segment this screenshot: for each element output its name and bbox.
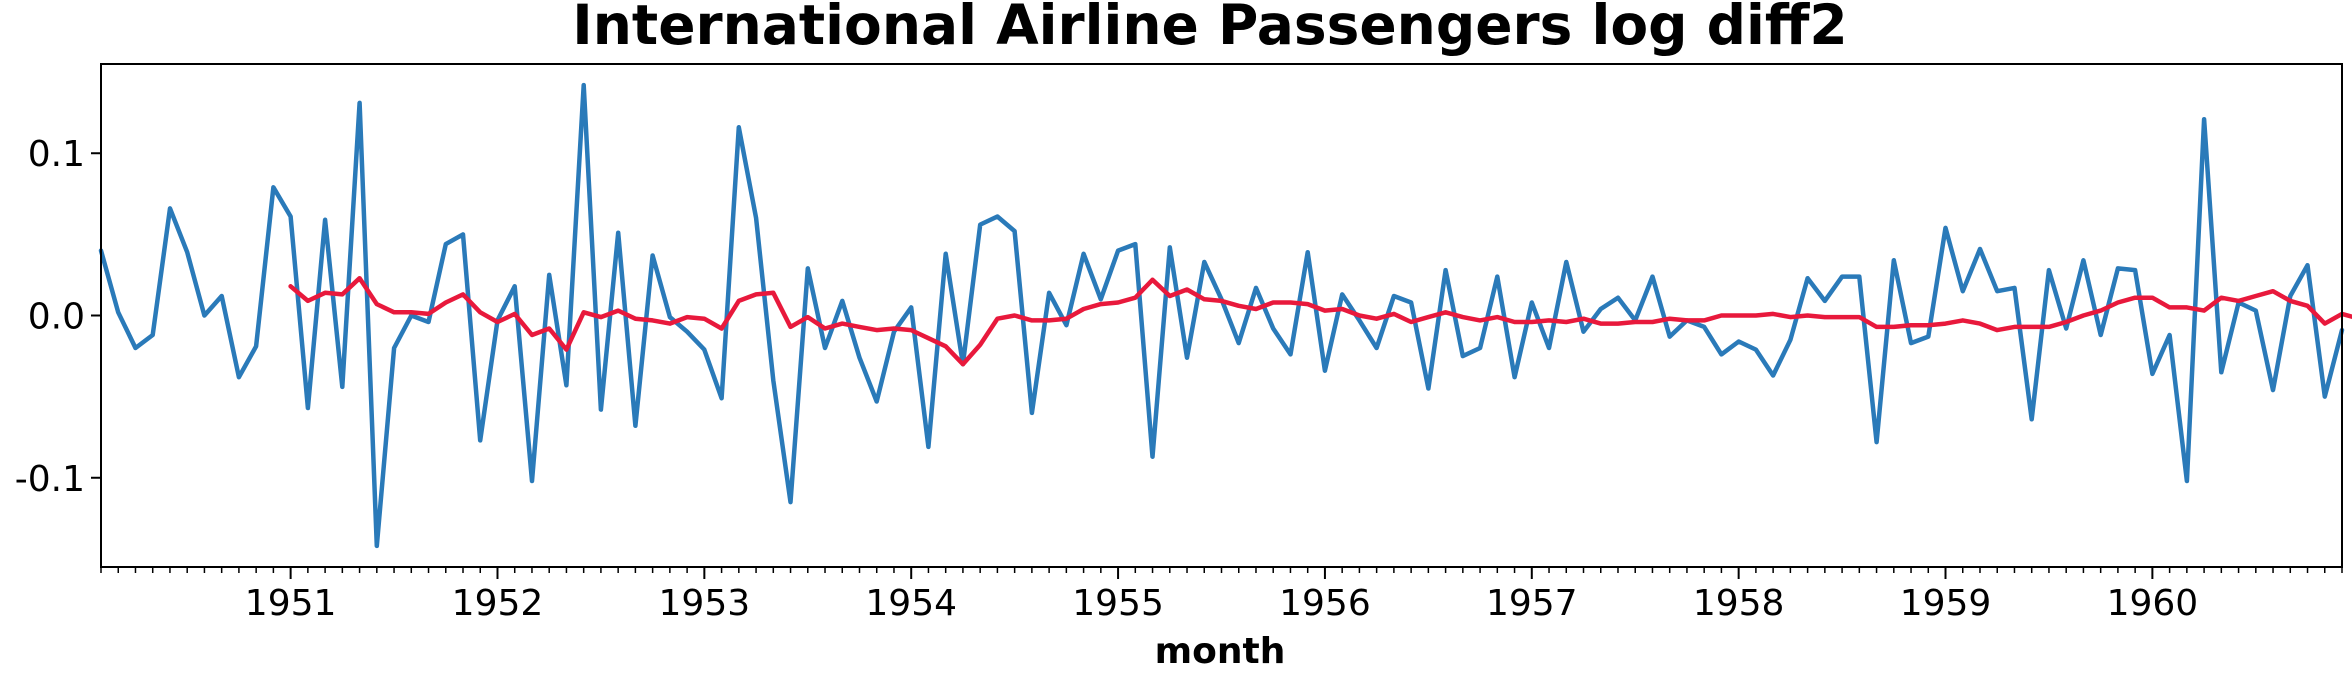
chart-title: International Airline Passengers log dif… xyxy=(572,0,1847,57)
axes: -0.1 0.0 0.1 1951 1952 1953 1954 1955 1956 1957 19… xyxy=(15,63,2343,624)
series-line-2 xyxy=(288,275,2352,367)
plot-frame xyxy=(100,63,2343,568)
y-tick-label: 0.1 xyxy=(28,134,85,175)
x-tick-label: 1953 xyxy=(659,583,751,624)
y-tick-label: -0.1 xyxy=(15,459,85,500)
series-line-1 xyxy=(98,82,2345,549)
x-tick-label: 1951 xyxy=(245,583,337,624)
x-tick-label: 1960 xyxy=(2107,583,2199,624)
x-tick-label: 1957 xyxy=(1486,583,1578,624)
x-tick-label: 1955 xyxy=(1072,583,1164,624)
x-tick-label: 1952 xyxy=(452,583,544,624)
x-tick-label: 1958 xyxy=(1693,583,1785,624)
x-tick-label: 1959 xyxy=(1900,583,1992,624)
x-axis-label: month xyxy=(1155,631,1286,672)
x-tick-label: 1954 xyxy=(865,583,957,624)
y-tick-label: 0.0 xyxy=(28,297,85,338)
x-tick-label: 1956 xyxy=(1279,583,1371,624)
series-group xyxy=(98,82,2352,549)
